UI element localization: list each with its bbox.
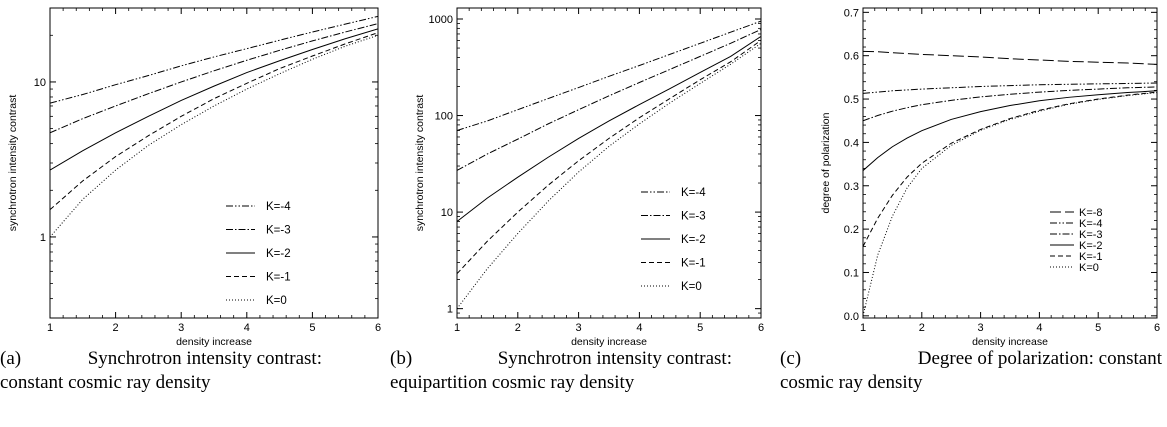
x-tick-label: 6 [758, 322, 764, 334]
y-tick-label: 1 [447, 304, 453, 316]
x-tick-label: 5 [1095, 322, 1101, 334]
caption-a-title: Synchrotron intensity contrast: [87, 348, 322, 369]
series-line-Km1 [50, 32, 378, 211]
series-line-Km4 [50, 15, 378, 104]
series-line-Km1 [863, 91, 1157, 247]
series-line-Km3 [50, 23, 378, 134]
x-tick-label: 2 [113, 322, 119, 334]
caption-b-line1: (b) Synchrotron intensity contrast: [390, 347, 732, 371]
caption-b: (b) Synchrotron intensity contrast: equi… [390, 347, 732, 395]
series-line-Km3 [863, 86, 1157, 122]
legend-label: K=-4 [681, 187, 706, 199]
y-axis-title: synchrotron intensity contrast [414, 95, 426, 232]
y-tick-label: 1000 [429, 14, 453, 26]
caption-a-line2: constant cosmic ray density [0, 372, 211, 393]
x-tick-label: 6 [1154, 322, 1160, 334]
series-line-Km8 [863, 50, 1157, 65]
caption-c: (c) Degree of polarization: constant cos… [780, 347, 1162, 395]
series-line-Km4 [863, 82, 1157, 94]
caption-a: (a) Synchrotron intensity contrast: cons… [0, 347, 322, 395]
panel-c: 1 2 3 4 5 6 0.0 0.1 0.2 0.3 0.4 0.5 0.6 0.7 density in… [780, 0, 1167, 427]
legend-label: K=-4 [266, 201, 291, 213]
series-line-Km1 [457, 40, 761, 275]
plot-frame [456, 7, 762, 319]
legend-label: K=0 [681, 281, 702, 293]
legend-label: K=-2 [266, 248, 291, 260]
legend-label: K=-3 [681, 211, 706, 223]
x-tick-label: 4 [244, 322, 250, 334]
x-tick-label: 1 [454, 322, 460, 334]
y-tick-label: 10 [34, 77, 46, 89]
legend-label: K=-4 [1079, 218, 1103, 230]
x-tick-label: 3 [178, 322, 184, 334]
caption-b-label: (b) [390, 348, 413, 369]
y-tick-label: 0.6 [844, 51, 859, 63]
caption-c-line1: (c) Degree of polarization: constant [780, 347, 1162, 371]
series-line-K0 [457, 42, 761, 309]
y-axis-title: degree of polarization [820, 112, 832, 213]
legend-label: K=-1 [681, 258, 706, 270]
x-tick-label: 5 [697, 322, 703, 334]
x-tick-label: 1 [860, 322, 866, 334]
caption-b-title: Synchrotron intensity contrast: [497, 348, 732, 369]
x-tick-label: 5 [309, 322, 315, 334]
y-tick-label: 0.1 [844, 267, 859, 279]
chart-b: 1 2 3 4 5 6 1 10 100 1000 density increase synchrot… [414, 7, 764, 348]
x-tick-label: 2 [515, 322, 521, 334]
y-tick-label: 0.2 [844, 224, 859, 236]
caption-c-line2: cosmic ray density [780, 372, 923, 393]
legend-label: K=0 [266, 295, 287, 307]
legend-label: K=-2 [681, 234, 706, 246]
legend-label: K=0 [1079, 262, 1099, 274]
chart-c: 1 2 3 4 5 6 0.0 0.1 0.2 0.3 0.4 0.5 0.6 0.7 density in… [820, 7, 1160, 348]
legend-label: K=-2 [1079, 240, 1103, 252]
caption-a-line1: (a) Synchrotron intensity contrast: [0, 347, 322, 371]
panel-a: 1 2 3 4 5 6 1 10 density increase synchrotron int… [0, 0, 390, 427]
caption-c-title: Degree of polarization: constant [917, 348, 1162, 369]
plot-frame [862, 7, 1158, 319]
y-tick-label: 1 [40, 232, 46, 244]
caption-c-label: (c) [780, 348, 802, 369]
y-tick-label: 0.0 [844, 311, 859, 323]
y-tick-label: 0.5 [844, 94, 859, 106]
x-axis-title: density increase [972, 336, 1048, 348]
x-axis-title: density increase [176, 336, 252, 348]
legend-label: K=-3 [1079, 229, 1103, 241]
y-axis-title: synchrotron intensity contrast [7, 95, 19, 232]
caption-a-label: (a) [0, 348, 22, 369]
series-line-Km2 [863, 90, 1157, 171]
panel-b: 1 2 3 4 5 6 1 10 100 1000 density increase synchrot… [390, 0, 780, 427]
y-tick-label: 0.3 [844, 181, 859, 193]
chart-a: 1 2 3 4 5 6 1 10 density increase synchrotron int… [7, 7, 381, 348]
series-line-Km4 [457, 20, 761, 131]
series-line-K0 [50, 34, 378, 238]
legend-label: K=-3 [266, 225, 291, 237]
x-tick-label: 4 [636, 322, 642, 334]
y-tick-label: 0.4 [844, 137, 859, 149]
series-line-Km2 [50, 28, 378, 171]
x-tick-label: 6 [375, 322, 381, 334]
y-tick-label: 10 [441, 207, 453, 219]
x-tick-label: 2 [919, 322, 925, 334]
series-line-Km2 [457, 36, 761, 222]
y-tick-label: 0.7 [844, 7, 859, 19]
x-tick-label: 3 [576, 322, 582, 334]
series-line-K0 [863, 92, 1157, 316]
plot-frame [49, 7, 379, 319]
x-tick-label: 1 [47, 322, 53, 334]
series-line-Km3 [457, 28, 761, 171]
legend-label: K=-1 [1079, 251, 1103, 263]
legend-label: K=-1 [266, 272, 291, 284]
y-tick-label: 100 [435, 111, 453, 123]
x-tick-label: 3 [978, 322, 984, 334]
x-tick-label: 4 [1036, 322, 1042, 334]
x-axis-title: density increase [571, 336, 647, 348]
caption-b-line2: equipartition cosmic ray density [390, 372, 635, 393]
legend-label: K=-8 [1079, 207, 1103, 219]
